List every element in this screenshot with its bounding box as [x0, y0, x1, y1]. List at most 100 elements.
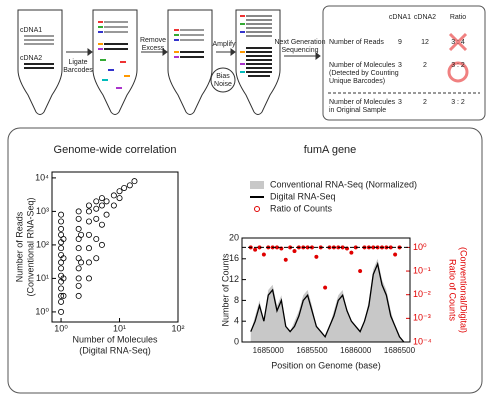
line [250, 261, 405, 343]
point [75, 225, 82, 232]
table-header: cDNA2 [414, 14, 436, 21]
point [98, 241, 105, 248]
point [58, 298, 65, 305]
point [93, 255, 100, 262]
x-tick-label: 1686500 [384, 346, 416, 355]
step-label: Barcodes [63, 67, 93, 74]
point [85, 208, 92, 215]
y-tick-label: 20 [229, 232, 239, 242]
y2-tick-label: 10⁻¹ [413, 265, 431, 275]
point [58, 308, 65, 315]
point [358, 269, 363, 274]
point [78, 231, 85, 238]
y-tick-label: 12 [229, 274, 239, 284]
point [93, 215, 100, 222]
bias-label: Bias [216, 73, 230, 80]
point [253, 247, 258, 252]
x-tick-label: 1686000 [340, 346, 372, 355]
point [85, 275, 92, 282]
table-marks [447, 32, 469, 83]
legend-swatch [250, 181, 264, 189]
step-label: Excess [142, 45, 165, 52]
point [349, 250, 354, 255]
x-tick-label: 1685000 [253, 346, 285, 355]
point [75, 215, 82, 222]
table-cell: 3 [398, 62, 402, 69]
y2-tick-label: 10⁰ [413, 242, 427, 252]
y-tick-label: 10³ [36, 206, 49, 216]
step-label: Remove [140, 37, 166, 44]
point [261, 252, 266, 257]
point [110, 192, 117, 199]
legend-label: Conventional RNA-Seq (Normalized) [270, 179, 417, 189]
x-axis-label: (Digital RNA-Seq) [79, 345, 151, 355]
x-tick-label: 10⁰ [54, 323, 68, 333]
legend-label: Digital RNA-Seq [270, 191, 336, 201]
point [58, 225, 65, 232]
point [121, 184, 128, 191]
arrows [66, 48, 321, 93]
legend-label: Ratio of Counts [270, 203, 333, 213]
legend-swatch [254, 206, 260, 212]
y-tick-label: 4 [234, 316, 239, 326]
point [58, 245, 65, 252]
point [75, 282, 82, 289]
point [93, 236, 100, 243]
point [85, 245, 92, 252]
table-header: cDNA1 [389, 14, 411, 21]
y-tick-label: 10⁰ [35, 306, 49, 316]
point [75, 265, 82, 272]
chart-title: Genome-wide correlation [54, 144, 177, 156]
point [126, 182, 133, 189]
point [131, 178, 138, 185]
point [85, 259, 92, 266]
point [283, 257, 288, 262]
molecules [24, 15, 272, 89]
row-label: Number of Molecules [329, 99, 396, 106]
point [98, 195, 105, 202]
x-tick-label: 10¹ [113, 323, 126, 333]
point [98, 221, 105, 228]
point [75, 275, 82, 282]
point [85, 231, 92, 238]
point [116, 195, 123, 202]
point [58, 211, 65, 218]
step-label: Next Generation [275, 39, 326, 46]
step-label: Ligate [68, 59, 87, 66]
point [85, 202, 92, 209]
point [60, 255, 67, 262]
point [58, 218, 65, 225]
point [314, 254, 319, 259]
cdna-label: cDNA2 [20, 55, 42, 62]
point [103, 198, 110, 205]
row-label: (Detected by Counting [329, 70, 399, 77]
point [393, 252, 398, 257]
bias-label: Noise [214, 81, 232, 88]
point [116, 188, 123, 195]
point [93, 205, 100, 212]
point [98, 202, 105, 209]
y2-tick-label: 10⁻² [413, 289, 431, 299]
x-tick-label: 1685500 [296, 346, 328, 355]
plot-frame [241, 237, 411, 343]
table-cell: 12 [421, 39, 429, 46]
y2-axis-label: Ratio of Counts [448, 259, 458, 322]
point [78, 259, 85, 266]
y-axis-label: Number of Reads [14, 211, 24, 282]
panel-box [7, 127, 483, 394]
table-box [322, 5, 486, 121]
point [58, 292, 65, 299]
x-axis-label: Number of Molecules [72, 334, 158, 344]
step-label: Amplify [213, 41, 236, 48]
point [292, 249, 297, 254]
row-label: Unique Barcodes) [329, 78, 385, 85]
y2-tick-label: 10⁻³ [413, 313, 431, 323]
table-cell: 3 [398, 99, 402, 106]
x-tick-label: 10² [171, 323, 184, 333]
table-cell: 2 [423, 99, 427, 106]
table-cell: 2 [423, 62, 427, 69]
point [58, 265, 65, 272]
table-cell: 3 : 2 [451, 62, 465, 69]
point [93, 198, 100, 205]
